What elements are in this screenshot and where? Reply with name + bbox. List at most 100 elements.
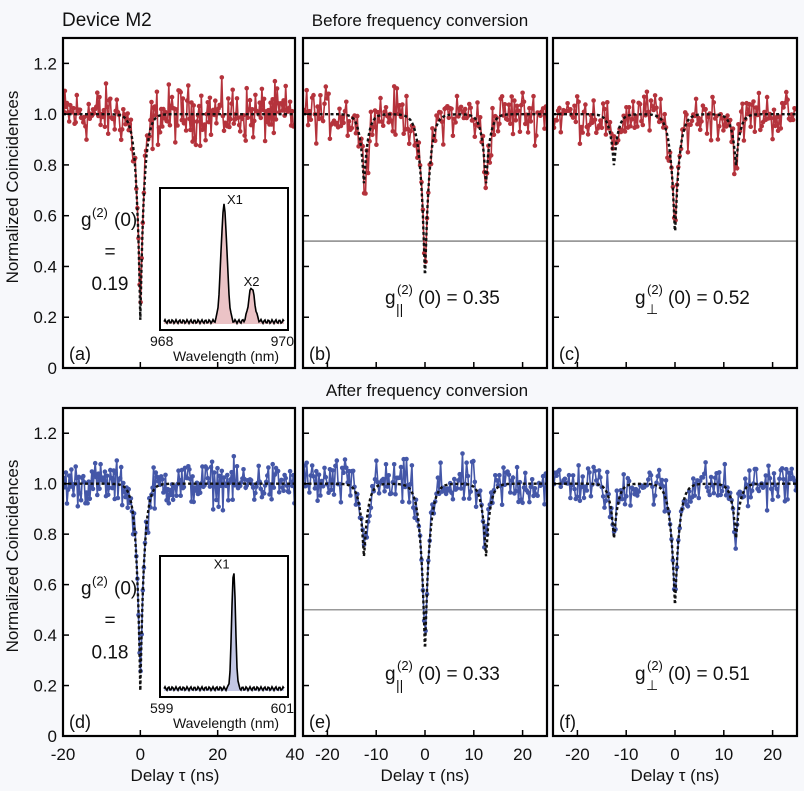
x-tick-label: -20 <box>51 745 76 764</box>
data-point <box>650 104 655 109</box>
data-point <box>717 470 722 475</box>
g2-subscript: || <box>396 301 403 317</box>
data-point <box>457 471 463 477</box>
data-point <box>319 478 325 484</box>
data-point <box>542 502 547 507</box>
data-point <box>315 498 320 504</box>
fit-curve <box>303 482 547 647</box>
data-point <box>258 486 264 492</box>
x-tick-label: 0 <box>670 745 679 764</box>
data-point <box>372 477 378 482</box>
data-point <box>577 141 583 146</box>
data-point <box>394 86 400 91</box>
panel-label: (b) <box>309 344 331 364</box>
data-point <box>326 91 331 97</box>
data-point <box>775 494 781 499</box>
data-point <box>723 493 729 498</box>
y-tick-label: 0 <box>48 359 57 378</box>
data-point <box>307 490 312 495</box>
data-point <box>491 132 497 138</box>
data-point <box>173 140 178 145</box>
data-point <box>531 93 536 99</box>
data-point <box>385 484 390 489</box>
data-point <box>318 93 323 98</box>
y-tick-label: 0.4 <box>33 626 57 645</box>
data-point <box>174 493 179 499</box>
data-point <box>167 122 173 128</box>
data-series <box>303 451 547 647</box>
data-point <box>304 460 310 466</box>
g2-subscript: ⊥ <box>646 677 658 693</box>
data-point <box>112 127 117 132</box>
data-point <box>400 102 405 107</box>
data-point <box>736 122 741 127</box>
data-point <box>368 109 374 115</box>
data-point <box>710 94 715 100</box>
data-point <box>449 106 454 112</box>
data-point <box>105 131 111 136</box>
data-point <box>160 124 165 129</box>
y-tick-label: 0.2 <box>33 308 57 327</box>
data-point <box>231 454 237 459</box>
data-point <box>154 89 160 95</box>
data-point <box>768 115 774 121</box>
data-point <box>383 105 389 110</box>
data-point <box>573 119 579 125</box>
data-point <box>635 124 640 129</box>
data-point <box>449 490 454 496</box>
g2-label: g <box>385 288 396 309</box>
data-point <box>525 130 531 135</box>
data-point <box>585 132 591 137</box>
data-point <box>197 143 203 148</box>
g2-label: g <box>81 210 92 231</box>
data-point <box>119 127 125 132</box>
data-point <box>229 469 234 475</box>
data-point <box>697 478 703 484</box>
data-point <box>763 473 769 478</box>
data-point <box>773 123 778 129</box>
x-tick-label: 40 <box>286 745 305 764</box>
data-point <box>178 89 183 95</box>
data-point <box>532 486 538 491</box>
data-point <box>151 465 156 470</box>
data-point <box>202 122 207 127</box>
inset-peak-label: X1 <box>214 556 230 571</box>
data-point <box>715 137 721 142</box>
data-point <box>203 137 208 143</box>
data-point <box>194 119 200 124</box>
data-point <box>173 485 178 490</box>
data-point <box>751 481 756 486</box>
g2-label: g <box>81 579 92 600</box>
data-point <box>329 487 334 493</box>
data-point <box>177 477 182 483</box>
data-point <box>210 507 216 512</box>
data-point <box>98 122 103 128</box>
data-point <box>629 117 635 122</box>
data-point <box>646 477 651 482</box>
data-point <box>84 490 89 495</box>
data-point <box>468 105 474 111</box>
data-point <box>651 502 656 507</box>
data-point <box>562 476 568 482</box>
data-point <box>527 499 532 505</box>
data-point <box>118 137 124 143</box>
data-point <box>782 100 788 106</box>
data-point <box>628 123 633 129</box>
data-point <box>166 501 172 506</box>
data-point <box>208 464 214 470</box>
data-point <box>153 470 159 475</box>
data-point <box>204 466 209 471</box>
x-tick-label: 20 <box>513 745 532 764</box>
data-point <box>153 112 159 118</box>
data-point <box>95 90 100 95</box>
data-point <box>471 458 476 464</box>
data-point <box>588 493 594 499</box>
data-point <box>342 457 348 462</box>
data-point <box>596 468 602 473</box>
data-point <box>390 129 396 134</box>
data-point <box>771 471 777 476</box>
data-point <box>121 107 126 112</box>
data-point <box>591 464 596 470</box>
data-point <box>150 146 155 152</box>
